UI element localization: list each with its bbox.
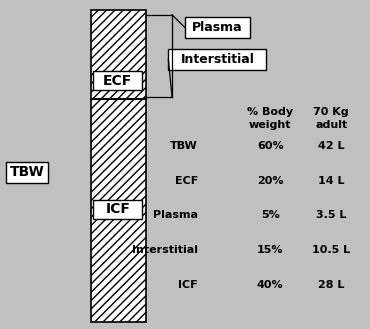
Bar [93,200,142,219]
Text: 70 Kg
adult: 70 Kg adult [313,107,349,130]
Text: 60%: 60% [257,141,283,151]
Text: TBW: TBW [170,141,198,151]
Text: Plasma: Plasma [192,21,243,34]
Text: 15%: 15% [257,245,283,255]
Text: TBW: TBW [10,165,44,179]
Text: % Body
weight: % Body weight [247,107,293,130]
Text: ECF: ECF [175,176,198,186]
Text: 20%: 20% [257,176,283,186]
Bar [6,162,48,183]
Text: 3.5 L: 3.5 L [316,211,346,220]
Text: ECF: ECF [103,74,132,88]
Text: Interstitial: Interstitial [132,245,198,255]
Text: 5%: 5% [261,211,279,220]
Text: 14 L: 14 L [318,176,344,186]
Text: ICF: ICF [105,202,130,216]
Bar [93,71,142,90]
Text: 40%: 40% [257,280,283,290]
Text: 42 L: 42 L [318,141,344,151]
Text: ICF: ICF [178,280,198,290]
Bar [91,10,146,322]
Bar [168,49,266,70]
Bar [185,17,250,38]
Text: 10.5 L: 10.5 L [312,245,350,255]
Text: Interstitial: Interstitial [181,53,254,66]
Text: 28 L: 28 L [318,280,344,290]
Text: Plasma: Plasma [153,211,198,220]
